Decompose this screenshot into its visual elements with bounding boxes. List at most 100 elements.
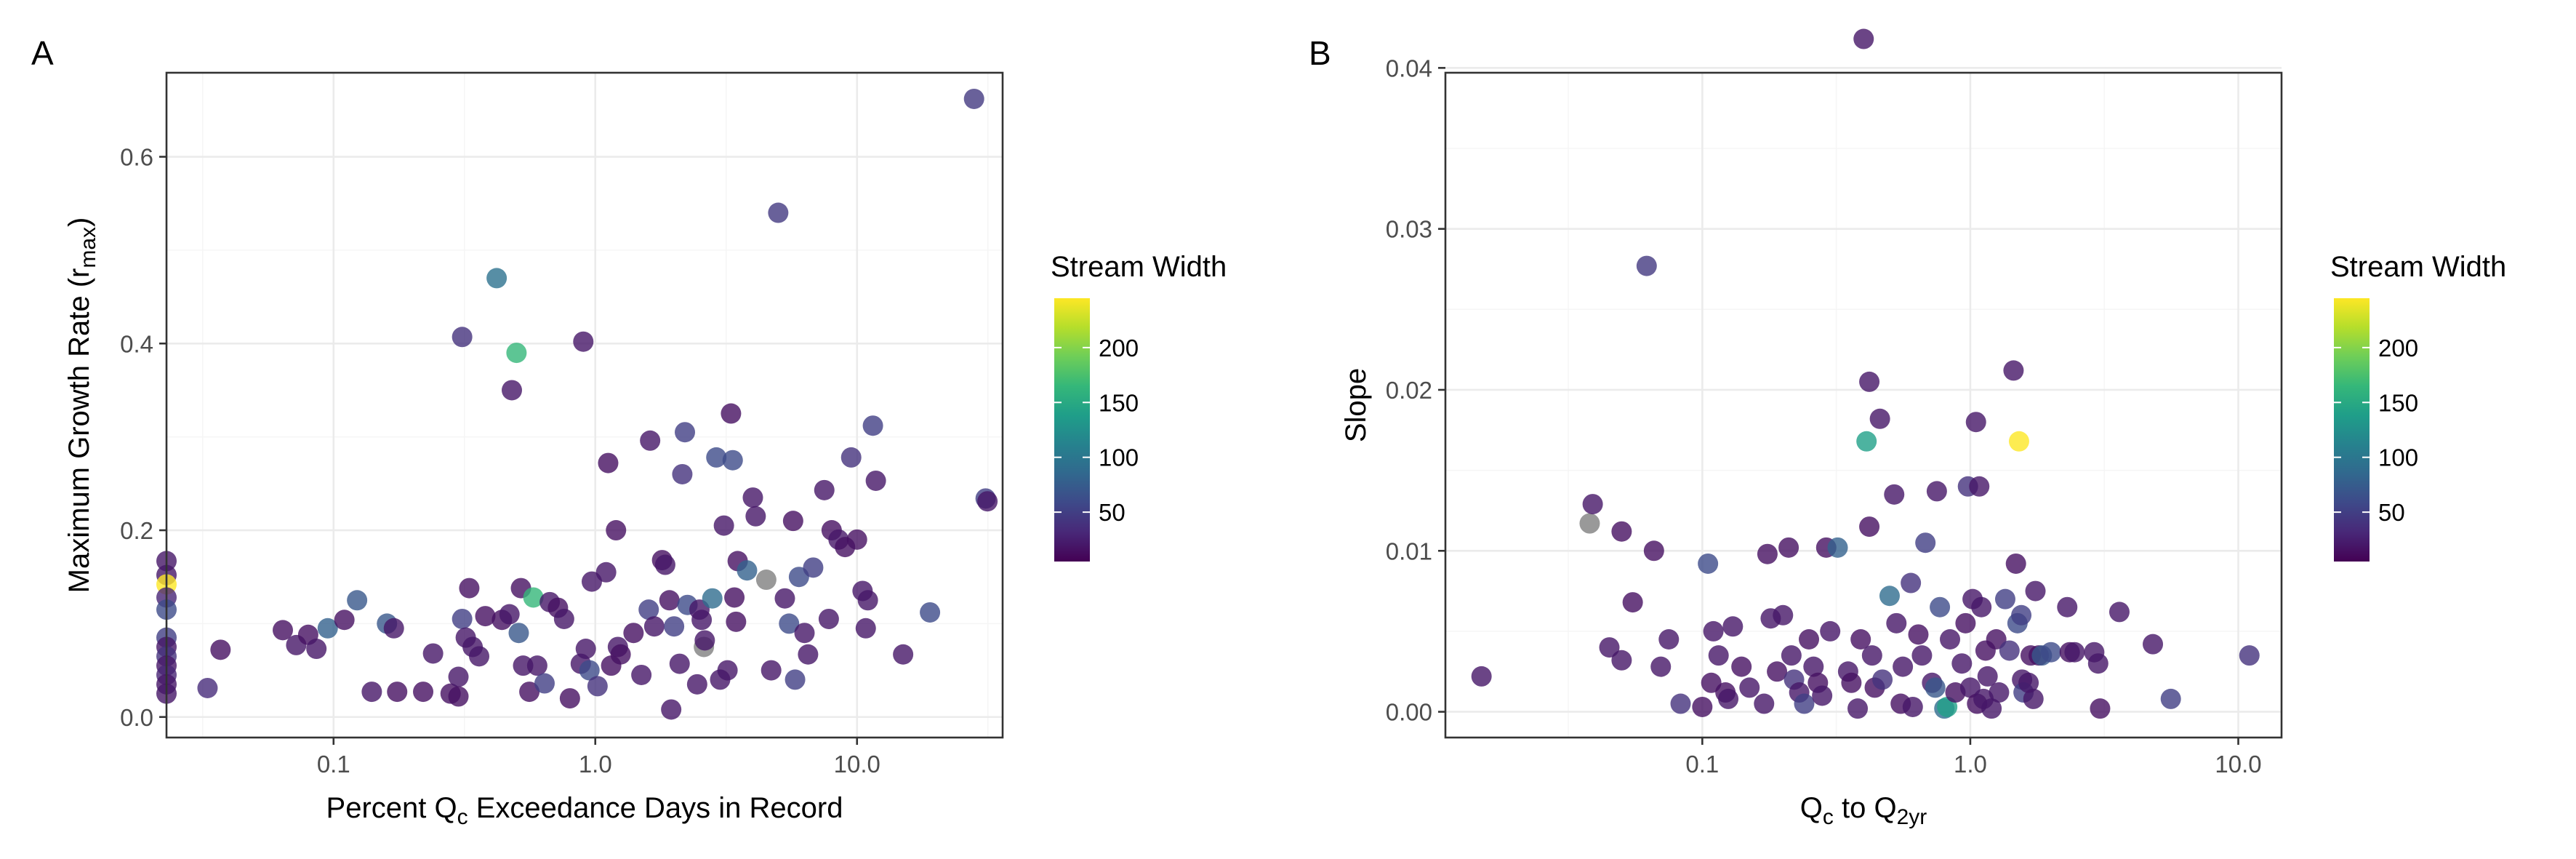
panel-b-minor-grid (1445, 73, 2282, 738)
data-point (523, 587, 544, 608)
data-point (1781, 645, 1802, 666)
data-point (722, 450, 743, 471)
panel-b-background (1445, 73, 2282, 738)
data-point (742, 487, 763, 508)
y-tick-label: 0.04 (1386, 55, 1432, 81)
data-point (1872, 669, 1893, 690)
data-point (459, 578, 480, 599)
panel-b-x-axis-title: Qc to Q2yr (1800, 792, 1927, 829)
data-point (452, 608, 473, 629)
panel-a: A 0.1 1.0 10.0 0.0 0.2 0.4 0.6 Percent Qc Exc… (31, 34, 1004, 829)
data-point (579, 660, 600, 681)
data-point (1708, 645, 1729, 666)
data-point (383, 618, 404, 639)
data-point (1850, 629, 1871, 650)
panel-a-x-axis-title: Percent Qc Exceedance Days in Record (326, 792, 843, 829)
y-tick-label: 0.00 (1386, 699, 1432, 726)
data-point (761, 660, 782, 681)
data-point (1757, 543, 1778, 564)
panel-a-y-axis-title: Maximum Growth Rate (rmax) (63, 217, 100, 594)
data-point (1965, 412, 1986, 433)
data-point (422, 643, 444, 664)
data-point (814, 479, 835, 500)
data-point (1698, 553, 1719, 574)
data-point (745, 506, 766, 527)
data-point (840, 447, 862, 468)
x-tick-label: 0.1 (1685, 751, 1719, 778)
data-point (726, 611, 747, 632)
colorbar-tick-label: 50 (1099, 499, 1126, 526)
panel-a-label: A (31, 34, 54, 72)
data-point (469, 646, 490, 667)
data-point (606, 520, 627, 541)
data-point (1886, 612, 1907, 634)
panel-a-x-axis-title-subscript: c (457, 805, 468, 829)
data-point (1989, 682, 2010, 703)
data-point (486, 268, 507, 289)
data-point (1901, 572, 1922, 594)
data-point (1643, 540, 1664, 562)
data-point (1692, 696, 1713, 717)
data-point (2040, 642, 2061, 663)
colorbar-tick-label: 150 (1099, 389, 1139, 416)
data-point (306, 639, 327, 660)
data-point (506, 343, 527, 364)
data-point (452, 327, 473, 348)
panel-b-x-axis-title-subscript: c (1823, 805, 1834, 829)
data-point (2003, 360, 2024, 381)
data-point (610, 644, 631, 665)
data-point (508, 623, 529, 644)
panel-b-points (1471, 28, 2260, 719)
data-point (317, 618, 338, 639)
data-point (977, 491, 998, 512)
data-point (774, 588, 795, 609)
panel-b-y-axis-title-part: Slope (1340, 368, 1372, 442)
data-point (575, 639, 596, 660)
data-point (1778, 537, 1799, 558)
panel-a-x-ticks: 0.1 1.0 10.0 (317, 738, 880, 778)
data-point (1582, 494, 1603, 515)
panel-a-y-ticks: 0.0 0.2 0.4 0.6 (120, 144, 166, 731)
data-point (1471, 666, 1492, 687)
data-point (855, 618, 876, 639)
data-point (669, 653, 690, 674)
data-point (1915, 532, 1936, 554)
data-point (1703, 620, 1724, 642)
data-point (2064, 642, 2085, 663)
y-tick-label: 0.02 (1386, 377, 1432, 404)
data-point (631, 664, 652, 685)
data-point (640, 430, 661, 451)
data-point (1911, 645, 1933, 666)
data-point (654, 554, 675, 575)
data-point (721, 403, 742, 424)
data-point (857, 590, 878, 611)
data-point (1820, 620, 1841, 642)
data-point (1853, 28, 1874, 49)
data-point (272, 620, 293, 641)
data-point (1994, 588, 2015, 610)
panel-b-x-ticks: 0.1 1.0 10.0 (1685, 738, 2262, 778)
data-point (2057, 596, 2078, 618)
x-tick-label: 1.0 (579, 751, 612, 778)
panel-a-colorbar (1054, 298, 1090, 562)
x-tick-label: 0.1 (317, 751, 350, 778)
data-point (2023, 688, 2044, 709)
data-point (672, 463, 693, 484)
data-point (963, 88, 984, 109)
data-point (755, 570, 777, 591)
data-point (1579, 513, 1600, 534)
data-point (1969, 476, 1990, 497)
data-point (1902, 696, 1923, 717)
panel-a-y-axis-title-part: Maximum Growth Rate (r (63, 268, 95, 594)
panel-b-x-axis-title-subscript: 2yr (1897, 805, 1927, 829)
data-point (1951, 653, 1973, 674)
data-point (724, 587, 745, 608)
data-point (661, 699, 682, 720)
panel-b-colorbar-ticks: 50 100 150 200 (2334, 335, 2418, 526)
data-point (1940, 629, 1961, 650)
data-point (1847, 698, 1869, 719)
data-point (1971, 596, 1992, 618)
data-point (893, 644, 914, 665)
data-point (2005, 553, 2026, 574)
